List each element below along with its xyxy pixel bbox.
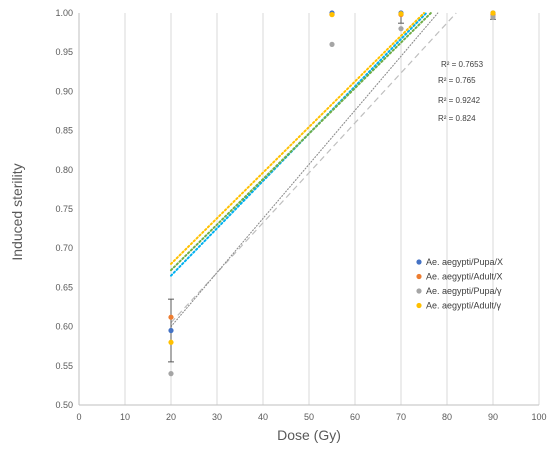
data-points [168, 10, 496, 377]
y-tick-label-0.95: 0.95 [55, 47, 73, 57]
x-axis-title: Dose (Gy) [277, 427, 341, 443]
y-tick-label-0.75: 0.75 [55, 204, 73, 214]
x-tick-label-20: 20 [166, 412, 176, 422]
legend-marker-3 [416, 288, 422, 294]
y-tick-label-0.55: 0.55 [55, 361, 73, 371]
point-series-2-1 [168, 314, 174, 320]
point-series-4-4 [490, 10, 496, 16]
point-series-4-3 [398, 11, 404, 17]
y-tick-label-0.85: 0.85 [55, 126, 73, 136]
legend-label-4: Ae. aegypti/Adult/γ [426, 301, 502, 311]
trendline-series-2 [170, 12, 432, 272]
point-series-3-2 [329, 41, 335, 47]
x-tick-label-70: 70 [396, 412, 406, 422]
legend-label-2: Ae. aegypti/Adult/X [426, 272, 503, 282]
legend-label-1: Ae. aegypti/Pupa/X [426, 257, 503, 267]
x-tick-label-30: 30 [212, 412, 222, 422]
point-series-3-4 [490, 14, 496, 20]
r-squared-labels: R² = 0.7653 R² = 0.765 R² = 0.9242 R² = 0.8… [438, 60, 484, 123]
x-tick-label-60: 60 [350, 412, 360, 422]
grid-lines [124, 13, 540, 405]
y-tick-label-0.60: 0.60 [55, 322, 73, 332]
r2-label-series-4: R² = 0.824 [438, 114, 476, 123]
y-tick-label-0.65: 0.65 [55, 282, 73, 292]
axes: 0 10 20 30 40 50 60 70 80 90 100 0.50 0.55 0.60 0.65 0.… [55, 8, 546, 422]
x-tick-label-100: 100 [531, 412, 546, 422]
y-tick-label-0.80: 0.80 [55, 165, 73, 175]
legend-marker-2 [416, 273, 422, 280]
x-tick-label-10: 10 [120, 412, 130, 422]
point-series-3-1 [168, 371, 174, 377]
r2-label-series-1: R² = 0.765 [438, 76, 476, 85]
x-tick-label-90: 90 [488, 412, 498, 422]
y-tick-label-0.70: 0.70 [55, 243, 73, 253]
y-tick-label-1.00: 1.00 [55, 8, 73, 18]
point-series-4-2 [329, 11, 335, 18]
trendline-series-3 [170, 12, 439, 328]
y-axis-title: Induced sterility [9, 163, 25, 260]
r2-label-series-3: R² = 0.9242 [438, 96, 481, 105]
point-series-4-1 [168, 339, 174, 345]
point-series-1-1 [168, 327, 174, 334]
y-tick-label-0.90: 0.90 [55, 86, 73, 96]
x-tick-label-80: 80 [442, 412, 452, 422]
y-tick-label-0.50: 0.50 [55, 400, 73, 410]
x-tick-label-0: 0 [76, 412, 81, 422]
trendline-series-4 [170, 12, 425, 265]
legend: Ae. aegypti/Pupa/X Ae. aegypti/Adult/X Ae.… [416, 257, 503, 311]
r2-label-series-2: R² = 0.7653 [441, 60, 484, 69]
trendlines [170, 12, 457, 328]
legend-label-3: Ae. aegypti/Pupa/γ [426, 286, 502, 296]
x-tick-label-40: 40 [258, 412, 268, 422]
x-tick-label-50: 50 [304, 412, 314, 422]
legend-marker-1 [416, 259, 422, 265]
legend-marker-4 [416, 302, 422, 309]
point-series-3-3 [398, 26, 404, 32]
